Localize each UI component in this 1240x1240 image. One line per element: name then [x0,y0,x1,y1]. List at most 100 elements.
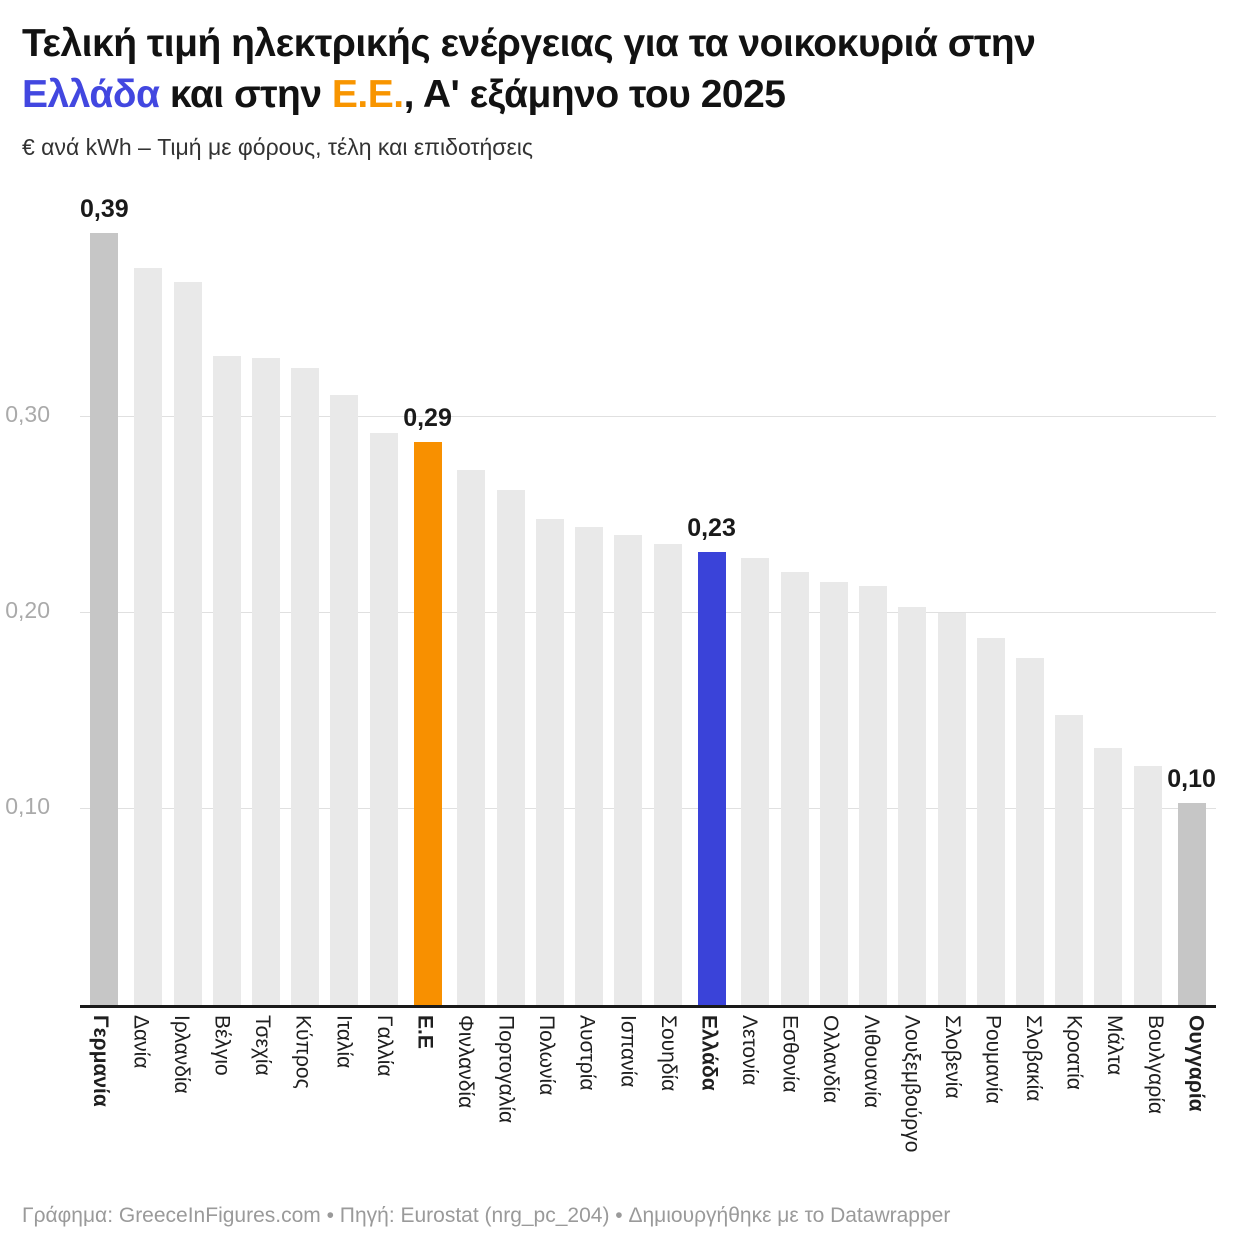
x-axis-label: Ιρλανδία [169,1015,193,1094]
x-label-cell: Ιταλία [323,1015,364,1200]
bar-column [814,190,853,1005]
bar-Κροατία[interactable] [1055,715,1084,1005]
x-axis-label: Ουγγαρία [1184,1015,1208,1112]
bar-column [570,190,609,1005]
x-label-cell: Ρουμανία [973,1015,1014,1200]
bar-Ιρλανδία[interactable] [173,282,202,1005]
bar-column [530,190,569,1005]
x-axis-label: Βέλγιο [210,1015,234,1076]
gridline-0,20 [80,612,1216,613]
bar-Σουηδία[interactable] [653,544,682,1005]
x-axis-label: Σουηδία [656,1015,680,1092]
bar-value-label: 0,23 [687,514,736,542]
x-axis-label: Λουξεμβούργο [900,1015,924,1153]
x-label-cell: Μάλτα [1094,1015,1135,1200]
bar-column [609,190,648,1005]
x-label-cell: Ισπανία [608,1015,649,1200]
x-label-cell: Ε.Ε [405,1015,446,1200]
bar-Ισπανία[interactable] [614,535,643,1005]
bar-column [736,190,775,1005]
x-axis-label: Ισπανία [616,1015,640,1088]
x-label-cell: Σλοβενία [932,1015,973,1200]
x-axis-label: Αυστρία [575,1015,599,1091]
plot-area: 0,39 0,29 0,23 0,10 [80,190,1216,1008]
bar-Ελλάδα[interactable] [697,552,726,1005]
bar-Βουλγαρία[interactable] [1133,766,1162,1005]
bar-column [775,190,814,1005]
bar-Ε.Ε[interactable] [413,442,442,1005]
bar-Δανία[interactable] [134,268,163,1005]
x-axis-label: Κύπρος [291,1015,315,1089]
x-axis-label: Ιταλία [332,1015,356,1069]
bar-column [364,190,403,1005]
bar-column [168,190,207,1005]
x-label-cell: Αυστρία [567,1015,608,1200]
bar-value-label: 0,29 [403,404,452,432]
bar-Σλοβενία[interactable] [937,613,966,1005]
bar-column [1010,190,1049,1005]
x-axis-label: Τσεχία [251,1015,275,1076]
bar-Λουξεμβούργο[interactable] [898,607,927,1005]
x-axis-label: Σλοβενία [940,1015,964,1099]
x-axis-label: Ολλανδία [819,1015,843,1104]
bar-Ιταλία[interactable] [330,395,359,1005]
x-label-cell: Πορτογαλία [486,1015,527,1200]
bar-value-label: 0,39 [80,195,129,223]
x-label-cell: Δανία [121,1015,162,1200]
bar-Ρουμανία[interactable] [976,638,1005,1005]
gridline-0,10 [80,808,1216,809]
bar-column: 0,23 [687,190,736,1005]
bar-Μάλτα[interactable] [1094,748,1123,1005]
bar-Ολλανδία[interactable] [819,582,848,1005]
x-label-cell: Πολωνία [526,1015,567,1200]
bar-Ουγγαρία[interactable] [1177,803,1206,1005]
x-label-cell: Βουλγαρία [1135,1015,1176,1200]
x-axis-labels: Γερμανία Δανία Ιρλανδία Βέλγιο Τσεχία Κύπρος Ι… [80,1015,1216,1200]
bar-Κύπρος[interactable] [291,368,320,1005]
y-tick-label: 0,20 [5,597,50,623]
y-tick-label: 0,10 [5,793,50,819]
x-axis-label: Λιθουανία [859,1015,883,1108]
title-part-1: Τελική τιμή ηλεκτρικής ενέργειας για τα … [22,22,1036,65]
x-label-cell: Λετονία [729,1015,770,1200]
x-label-cell: Ουγγαρία [1176,1015,1217,1200]
bar-Τσεχία[interactable] [251,358,280,1005]
x-axis-label: Κροατία [1062,1015,1086,1090]
bar-Γαλλία[interactable] [369,433,398,1005]
x-axis-label: Γαλλία [372,1015,396,1077]
title-part-3: , Α' εξάμηνο του 2025 [403,73,786,116]
bar-Αυστρία[interactable] [575,527,604,1005]
bar-column: 0,39 [80,190,129,1005]
bar-column [1089,190,1128,1005]
bar-column: 0,10 [1167,190,1216,1005]
bar-Φινλανδία[interactable] [457,470,486,1005]
x-label-cell: Φινλανδία [445,1015,486,1200]
bar-Λετονία[interactable] [741,558,770,1005]
x-axis-label: Μάλτα [1103,1015,1127,1076]
bar-column [932,190,971,1005]
x-label-cell: Λιθουανία [851,1015,892,1200]
x-axis-label: Δανία [129,1015,153,1069]
x-label-cell: Εσθονία [770,1015,811,1200]
bar-Πολωνία[interactable] [535,519,564,1005]
bar-column [246,190,285,1005]
bar-Πορτογαλία[interactable] [496,490,525,1005]
x-axis-label: Φινλανδία [453,1015,477,1109]
bar-Λιθουανία[interactable] [859,586,888,1005]
bar-column [648,190,687,1005]
bar-column [207,190,246,1005]
bar-Βέλγιο[interactable] [212,356,241,1005]
chart-title: Τελική τιμή ηλεκτρικής ενέργειας για τα … [22,18,1218,120]
bar-Εσθονία[interactable] [780,572,809,1005]
x-label-cell: Γαλλία [364,1015,405,1200]
x-axis-label: Πολωνία [535,1015,559,1096]
bar-column [325,190,364,1005]
bar-Σλοβακία[interactable] [1016,658,1044,1005]
x-axis-line [80,1005,1216,1008]
bar-Γερμανία[interactable] [90,233,119,1005]
chart-footer: Γράφημα: GreeceInFigures.com • Πηγή: Eur… [22,1204,951,1227]
x-axis-label: Ρουμανία [981,1015,1005,1104]
title-highlight-greece: Ελλάδα [22,73,160,116]
bar-column [452,190,491,1005]
